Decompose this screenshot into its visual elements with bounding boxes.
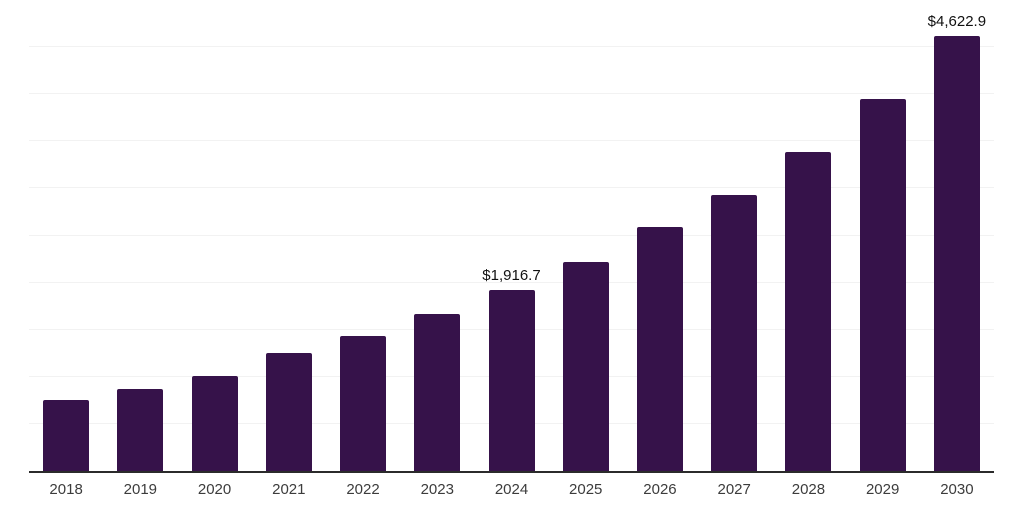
x-axis-label-2020: 2020: [197, 481, 232, 498]
bar-2025: [562, 261, 609, 471]
x-axis-label-2026: 2026: [643, 481, 677, 498]
x-axis-label-2029: 2029: [865, 481, 900, 498]
x-axis-label-2024: 2024: [494, 481, 529, 498]
x-axis: 2018 2019 2020 2021 2022 2023 2024 2025 2026 2027…: [29, 481, 994, 503]
x-axis-label-2025: 2025: [569, 481, 603, 498]
gridline: [29, 187, 994, 189]
x-axis-label-2027: 2027: [717, 481, 751, 498]
plot-area: $1,916.7 $4,622.9: [29, 0, 994, 473]
bar-2024: [488, 290, 535, 471]
x-axis-label-2021: 2021: [272, 481, 306, 498]
x-axis-label-2022: 2022: [346, 481, 380, 498]
bar-2028: [785, 151, 832, 471]
bar-2022: [340, 335, 387, 471]
bar-2020: [191, 376, 238, 471]
bar-2021: [265, 353, 312, 471]
x-axis-label-2023: 2023: [420, 481, 454, 498]
gridline: [29, 93, 994, 95]
data-label-2024: $1,916.7: [482, 267, 541, 285]
bar-2029: [859, 98, 906, 471]
gridline: [29, 281, 994, 283]
gridline: [29, 46, 994, 48]
bar-2019: [117, 389, 164, 471]
gridline: [29, 140, 994, 142]
x-axis-label-2030: 2030: [940, 481, 974, 498]
bar-2026: [636, 227, 683, 471]
x-axis-line: [29, 471, 994, 473]
data-label-2030: $4,622.9: [927, 12, 987, 30]
bar-2030: [933, 35, 980, 471]
bar-2023: [414, 313, 461, 471]
x-axis-label-2019: 2019: [123, 481, 158, 498]
bar-2018: [43, 399, 90, 471]
x-axis-label-2028: 2028: [791, 481, 826, 498]
bar-2027: [711, 195, 758, 471]
x-axis-label-2018: 2018: [49, 481, 83, 498]
gridline: [29, 234, 994, 236]
